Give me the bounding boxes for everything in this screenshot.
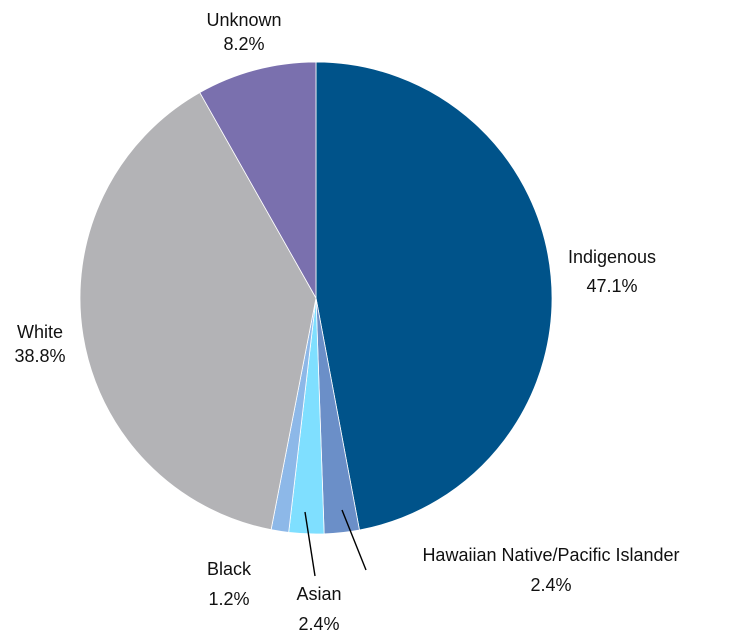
pie-slice-indigenous (315, 61, 553, 531)
slice-value-white: 38.8% (14, 346, 65, 366)
slice-value-asian: 2.4% (298, 614, 339, 634)
slice-label-asian: Asian (296, 584, 341, 604)
leader-line-hawaiian-native-pacific-islander (341, 509, 367, 571)
leader-lines (304, 509, 367, 577)
slice-label-unknown: Unknown (206, 10, 281, 30)
slice-value-black: 1.2% (208, 589, 249, 609)
slice-value-unknown: 8.2% (223, 34, 264, 54)
pie-slice-white (79, 92, 317, 531)
slice-label-hawaiian-native-pacific-islander: Hawaiian Native/Pacific Islander (422, 545, 679, 565)
slice-value-indigenous: 47.1% (586, 276, 637, 296)
slice-label-indigenous: Indigenous (568, 247, 656, 267)
slice-label-white: White (17, 322, 63, 342)
pie-slice-unknown (199, 61, 317, 300)
leader-line-asian (304, 511, 316, 577)
pie-slices (79, 61, 553, 535)
slice-labels: Indigenous 47.1% Hawaiian Native/Pacific I… (14, 10, 679, 634)
slice-value-hawaiian-native-pacific-islander: 2.4% (530, 575, 571, 595)
slice-label-black: Black (207, 559, 252, 579)
